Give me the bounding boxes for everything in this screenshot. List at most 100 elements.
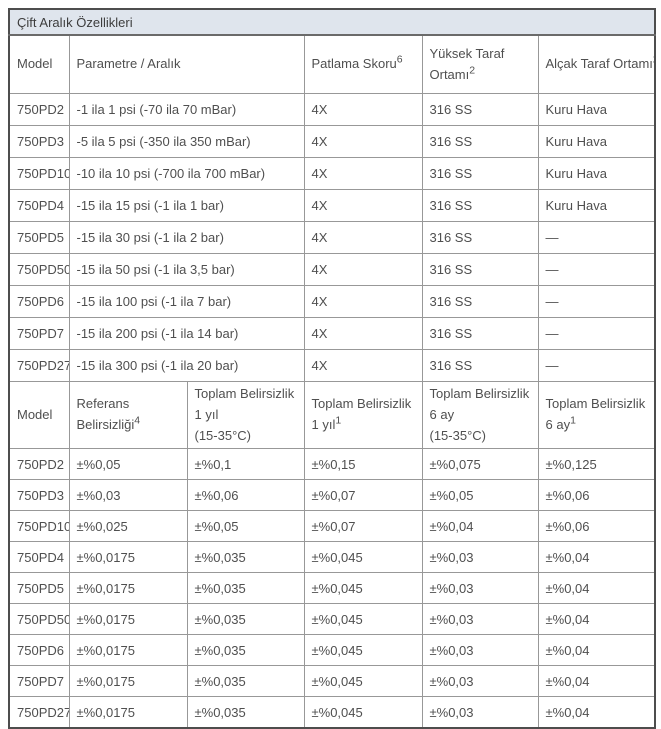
model-cell: 750PD6 — [8, 285, 70, 318]
table-row: 750PD5 ±%0,0175 ±%0,035 ±%0,045 ±%0,03 ±%0,04 — [8, 572, 656, 605]
value-cell: 316 SS — [421, 125, 539, 158]
model-cell: 750PD10 — [8, 157, 70, 190]
column-header-toplam-belirsizlik-1yil-cal: Toplam Belirsizlik 1 yıl (15-35°C) — [186, 380, 305, 450]
value-cell: ±%0,07 — [303, 510, 423, 543]
value-cell: — — [537, 349, 656, 382]
value-cell: -1 ila 1 psi (-70 ila 70 mBar) — [68, 93, 305, 126]
superscript: 6 — [396, 54, 403, 67]
value-cell: ±%0,15 — [303, 448, 423, 481]
value-cell: ±%0,0175 — [68, 696, 188, 729]
value-cell: -15 ila 200 psi (-1 ila 14 bar) — [68, 317, 305, 350]
value-cell: ±%0,0175 — [68, 572, 188, 605]
model-cell: 750PD4 — [8, 541, 70, 574]
value-cell: ±%0,025 — [68, 510, 188, 543]
table-row: 750PD50 ±%0,0175 ±%0,035 ±%0,045 ±%0,03 ±%0,0… — [8, 603, 656, 636]
column-header-referans-belirsizligi: Referans Belirsizliği4 — [68, 380, 188, 450]
value-cell: 4X — [303, 125, 423, 158]
spec-table: Çift Aralık Özellikleri Model Parametre … — [8, 8, 657, 729]
value-cell: -10 ila 10 psi (-700 ila 700 mBar) — [68, 157, 305, 190]
value-cell: ±%0,075 — [421, 448, 539, 481]
value-cell: ±%0,05 — [421, 479, 539, 512]
value-cell: — — [537, 253, 656, 286]
table-row: 750PD7 -15 ila 200 psi (-1 ila 14 bar) 4X 3… — [8, 317, 656, 350]
table-row: 750PD6 -15 ila 100 psi (-1 ila 7 bar) 4X 31… — [8, 285, 656, 318]
column-header-patlama-skoru: Patlama Skoru6 — [303, 34, 423, 94]
value-cell: ±%0,07 — [303, 479, 423, 512]
value-cell: ±%0,06 — [537, 510, 656, 543]
value-cell: 4X — [303, 285, 423, 318]
value-cell: 4X — [303, 157, 423, 190]
column-header-model: Model — [8, 34, 70, 94]
value-cell: ±%0,03 — [421, 634, 539, 667]
table-row: 750PD5 -15 ila 30 psi (-1 ila 2 bar) 4X 316… — [8, 221, 656, 254]
table-title-row: Çift Aralık Özellikleri — [8, 8, 656, 36]
table-row: 750PD3 -5 ila 5 psi (-350 ila 350 mBar) 4X… — [8, 125, 656, 158]
value-cell: 4X — [303, 349, 423, 382]
column-header-toplam-belirsizlik-6ay: Toplam Belirsizlik 6 ay1 — [537, 380, 656, 450]
model-cell: 750PD10 — [8, 510, 70, 543]
model-cell: 750PD4 — [8, 189, 70, 222]
table-row: 750PD3 ±%0,03 ±%0,06 ±%0,07 ±%0,05 ±%0,06 — [8, 479, 656, 512]
model-cell: 750PD2 — [8, 448, 70, 481]
value-cell: -15 ila 30 psi (-1 ila 2 bar) — [68, 221, 305, 254]
value-cell: ±%0,03 — [68, 479, 188, 512]
value-cell: ±%0,1 — [186, 448, 305, 481]
model-cell: 750PD3 — [8, 125, 70, 158]
value-cell: ±%0,04 — [537, 572, 656, 605]
column-header-parametre-aralik: Parametre / Aralık — [68, 34, 305, 94]
value-cell: 4X — [303, 93, 423, 126]
value-cell: Kuru Hava — [537, 189, 656, 222]
table-row: 750PD4 -15 ila 15 psi (-1 ila 1 bar) 4X 316… — [8, 189, 656, 222]
value-cell: -15 ila 300 psi (-1 ila 20 bar) — [68, 349, 305, 382]
value-cell: ±%0,045 — [303, 541, 423, 574]
value-cell: 4X — [303, 221, 423, 254]
value-cell: ±%0,125 — [537, 448, 656, 481]
value-cell: 316 SS — [421, 317, 539, 350]
value-cell: -15 ila 100 psi (-1 ila 7 bar) — [68, 285, 305, 318]
table-row: 750PD10 -10 ila 10 psi (-700 ila 700 mBar… — [8, 157, 656, 190]
model-cell: 750PD27 — [8, 696, 70, 729]
value-cell: ±%0,05 — [68, 448, 188, 481]
value-cell: Kuru Hava — [537, 125, 656, 158]
superscript: 1 — [335, 414, 342, 427]
model-cell: 750PD7 — [8, 665, 70, 698]
value-cell: ±%0,035 — [186, 572, 305, 605]
value-cell: 4X — [303, 317, 423, 350]
value-cell: — — [537, 317, 656, 350]
value-cell: -15 ila 50 psi (-1 ila 3,5 bar) — [68, 253, 305, 286]
value-cell: — — [537, 285, 656, 318]
value-cell: 316 SS — [421, 189, 539, 222]
value-cell: ±%0,045 — [303, 696, 423, 729]
value-cell: ±%0,03 — [421, 541, 539, 574]
value-cell: ±%0,04 — [537, 603, 656, 636]
column-header-alcak-taraf-ortami: Alçak Taraf Ortamı2 — [537, 34, 656, 94]
model-cell: 750PD2 — [8, 93, 70, 126]
value-cell: -15 ila 15 psi (-1 ila 1 bar) — [68, 189, 305, 222]
table-row: 750PD6 ±%0,0175 ±%0,035 ±%0,045 ±%0,03 ±%0,04 — [8, 634, 656, 667]
superscript: 4 — [134, 414, 141, 427]
value-cell: 4X — [303, 253, 423, 286]
value-cell: ±%0,04 — [537, 634, 656, 667]
section2-body: Model Referans Belirsizliği4 Toplam Beli… — [8, 380, 656, 729]
value-cell: ±%0,0175 — [68, 603, 188, 636]
table-title: Çift Aralık Özellikleri — [8, 8, 656, 36]
value-cell: -5 ila 5 psi (-350 ila 350 mBar) — [68, 125, 305, 158]
table-row: 750PD50 -15 ila 50 psi (-1 ila 3,5 bar) 4X… — [8, 253, 656, 286]
value-cell: ±%0,045 — [303, 603, 423, 636]
value-cell: 316 SS — [421, 285, 539, 318]
model-cell: 750PD27 — [8, 349, 70, 382]
value-cell: ±%0,035 — [186, 603, 305, 636]
table-row: 750PD2 -1 ila 1 psi (-70 ila 70 mBar) 4X 31… — [8, 93, 656, 126]
value-cell: ±%0,04 — [537, 696, 656, 729]
value-cell: ±%0,04 — [537, 665, 656, 698]
value-cell: ±%0,045 — [303, 634, 423, 667]
table-row: 750PD7 ±%0,0175 ±%0,035 ±%0,045 ±%0,03 ±%0,04 — [8, 665, 656, 698]
value-cell: 316 SS — [421, 349, 539, 382]
table-row: 750PD27 ±%0,0175 ±%0,035 ±%0,045 ±%0,03 ±%0,0… — [8, 696, 656, 729]
model-cell: 750PD7 — [8, 317, 70, 350]
table-row: 750PD10 ±%0,025 ±%0,05 ±%0,07 ±%0,04 ±%0,06 — [8, 510, 656, 543]
value-cell: ±%0,035 — [186, 665, 305, 698]
model-cell: 750PD50 — [8, 253, 70, 286]
value-cell: ±%0,03 — [421, 572, 539, 605]
value-cell: ±%0,04 — [537, 541, 656, 574]
